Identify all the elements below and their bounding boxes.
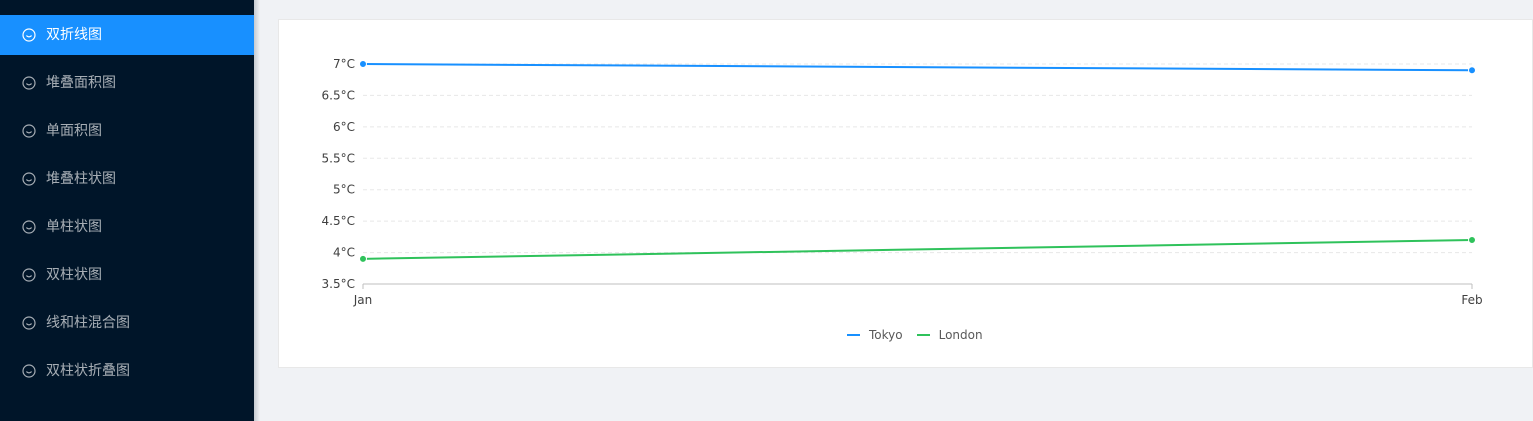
menu-item-stacked-area[interactable]: 堆叠面积图 [0,63,254,103]
menu-item-label: 双柱状折叠图 [46,363,130,379]
sidebar-shadow [254,0,260,421]
chart-card: 3.5°C 4°C 4.5°C 5°C 5.5°C 6°C 6.5°C 7°C Jan Feb T… [278,19,1533,368]
y-tick-label: 6°C [333,120,355,134]
series-line-london [362,239,1473,260]
menu-item-label: 堆叠柱状图 [46,171,116,187]
y-tick-label: 7°C [333,57,355,71]
chart-legend: Tokyo London [847,328,997,342]
menu-item-double-line[interactable]: 双折线图 [0,15,254,55]
y-tick-label: 5°C [333,183,355,197]
smile-icon [22,220,36,234]
data-point-london [1468,236,1476,244]
data-point-tokyo [359,60,367,68]
legend-item-london[interactable]: London [916,328,983,342]
legend-swatch-london [916,334,930,336]
y-tick-label: 3.5°C [322,277,355,291]
menu-item-label: 单面积图 [46,123,102,139]
menu-item-label: 堆叠面积图 [46,75,116,91]
menu-item-label: 双柱状图 [46,267,102,283]
menu-item-double-bar-fold[interactable]: 双柱状折叠图 [0,351,254,391]
legend-label-tokyo: Tokyo [869,328,903,342]
x-tick-label: Feb [1461,293,1482,307]
menu-item-label: 双折线图 [46,27,102,43]
x-tick-label: Jan [353,293,373,307]
y-tick-label: 5.5°C [322,151,355,165]
legend-swatch-tokyo [847,334,860,336]
y-tick-label: 6.5°C [322,88,355,102]
smile-icon [22,28,36,42]
legend-item-tokyo[interactable]: Tokyo [847,328,903,342]
data-point-tokyo [1468,66,1476,75]
menu-item-label: 单柱状图 [46,219,102,235]
smile-icon [22,316,36,330]
data-point-london [359,254,367,263]
legend-label-london: London [938,328,983,342]
smile-icon [22,76,36,90]
line-chart: 3.5°C 4°C 4.5°C 5°C 5.5°C 6°C 6.5°C 7°C Jan Feb [322,57,1483,307]
menu-item-single-bar[interactable]: 单柱状图 [0,207,254,247]
y-tick-label: 4°C [333,246,355,260]
sidebar: 双折线图 堆叠面积图 单面积图 堆叠柱状图 单柱状图 双柱状图 线和柱混合图 双… [0,0,254,421]
menu-item-single-area[interactable]: 单面积图 [0,111,254,151]
menu-item-label: 线和柱混合图 [46,315,130,331]
smile-icon [22,172,36,186]
menu-item-line-bar-mix[interactable]: 线和柱混合图 [0,303,254,343]
y-tick-label: 4.5°C [322,214,355,228]
smile-icon [22,124,36,138]
menu-item-double-bar[interactable]: 双柱状图 [0,255,254,295]
smile-icon [22,364,36,378]
menu-item-stacked-bar[interactable]: 堆叠柱状图 [0,159,254,199]
series-line-tokyo [362,63,1473,72]
smile-icon [22,268,36,282]
